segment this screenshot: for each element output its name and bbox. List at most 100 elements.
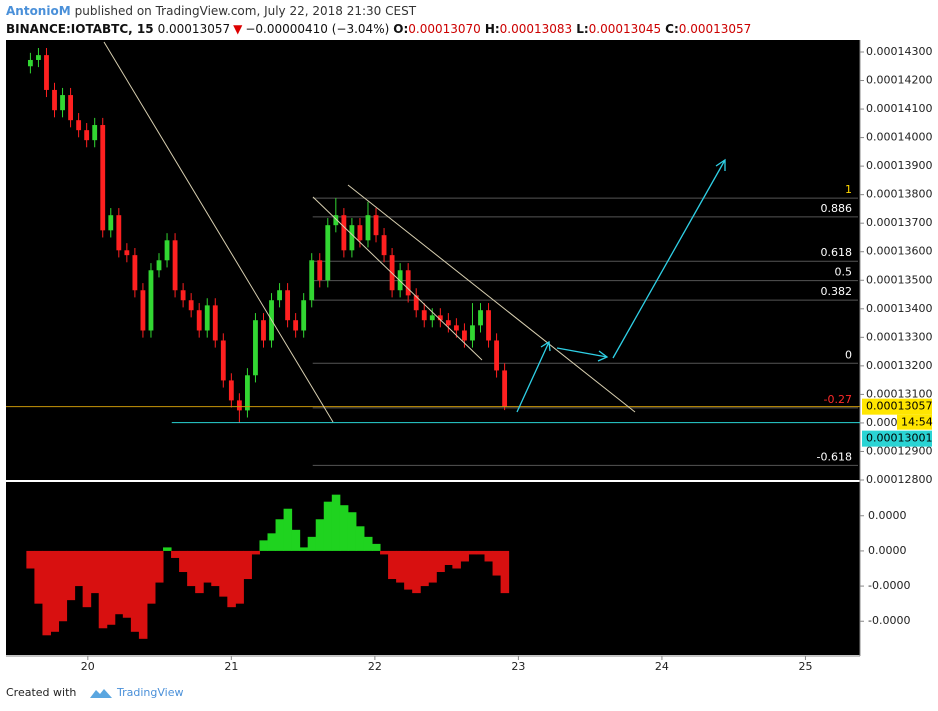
- candle-body: [180, 290, 186, 301]
- author[interactable]: AntonioM: [6, 4, 71, 18]
- histogram-bar: [114, 550, 124, 615]
- candle-body: [365, 215, 371, 241]
- histogram-bar: [388, 550, 397, 580]
- candle-body: [188, 300, 194, 311]
- candle-body: [204, 305, 210, 331]
- candle-body: [245, 375, 250, 411]
- publish-line: AntonioM published on TradingView.com, Ju…: [6, 4, 417, 18]
- x-tick-label: 22: [368, 660, 382, 673]
- x-tick-label: 20: [81, 660, 95, 673]
- candle-body: [236, 400, 242, 411]
- histogram-bar: [203, 550, 212, 583]
- price-badge-label: 0.00013057: [866, 400, 932, 413]
- histogram-bar: [307, 536, 317, 551]
- fib-label: 0.5: [835, 266, 853, 279]
- histogram-bar: [404, 550, 413, 590]
- arrow-head: [715, 158, 726, 171]
- arrow: [556, 347, 608, 358]
- trend-line: [312, 196, 483, 361]
- candle-body: [373, 215, 379, 236]
- histogram-bar: [154, 550, 164, 583]
- candle-body: [293, 320, 299, 331]
- histogram-bar: [444, 550, 453, 565]
- candle-body: [486, 310, 491, 341]
- candle-body: [277, 290, 282, 301]
- y-tick-label: 0.00013400: [866, 302, 932, 315]
- change: −0.00000410 (−3.04%): [245, 22, 389, 36]
- histogram-bar: [42, 550, 51, 636]
- histogram-bar: [259, 540, 269, 551]
- candle-body: [285, 290, 291, 321]
- candle-body: [349, 225, 355, 251]
- histogram-bar: [452, 550, 461, 569]
- histogram-bar: [146, 550, 156, 604]
- y-tick-label: 0.00013700: [866, 216, 932, 229]
- histogram-bar: [163, 547, 172, 551]
- histogram-bar: [227, 550, 236, 608]
- candle-body: [261, 320, 266, 341]
- candle-body: [405, 270, 411, 296]
- histogram-bar: [355, 526, 365, 551]
- histogram-bar: [468, 550, 477, 555]
- candle-body: [301, 300, 307, 331]
- y-tick-label: 0.00013900: [866, 159, 932, 172]
- line-badge: [862, 430, 932, 447]
- candle-body: [124, 250, 130, 256]
- candle-body: [172, 240, 178, 291]
- candle-body: [148, 270, 154, 331]
- candle-body: [421, 310, 427, 321]
- histogram-bar: [347, 512, 357, 551]
- candle-body: [92, 125, 98, 141]
- candle-body: [212, 305, 218, 341]
- candle-body: [470, 325, 475, 341]
- histogram-bar: [339, 505, 349, 551]
- histogram-bar: [291, 529, 301, 551]
- fib-label: 0.618: [821, 246, 853, 259]
- candle-body: [462, 330, 467, 341]
- histogram-bar: [122, 550, 132, 618]
- y-tick-label: 0.00013100: [866, 387, 932, 400]
- candle-body: [413, 295, 419, 311]
- candle-body: [108, 215, 114, 231]
- histogram-bar: [500, 550, 510, 594]
- histogram-bar: [275, 519, 285, 551]
- candle-body: [341, 215, 347, 251]
- histogram-bar: [476, 550, 486, 555]
- candle-body: [502, 370, 508, 407]
- histogram-bar: [138, 550, 148, 639]
- tv-logo[interactable]: [90, 689, 112, 698]
- histogram-bar: [372, 543, 381, 551]
- arrow-head: [540, 340, 551, 352]
- candle-body: [478, 310, 483, 326]
- histogram-bar: [106, 550, 116, 625]
- y-tick-label: 0.0000: [868, 544, 907, 557]
- high-value: 0.00013083: [500, 22, 573, 36]
- created-with: Created with: [6, 686, 76, 699]
- high-label: H:: [485, 22, 500, 36]
- fib-label: 0.382: [821, 285, 853, 298]
- histogram-bar: [315, 519, 325, 551]
- histogram-bar: [380, 550, 389, 555]
- histogram-bar: [428, 550, 437, 583]
- candle-body: [196, 310, 202, 331]
- histogram-bar: [460, 550, 469, 562]
- histogram-bar: [420, 550, 429, 587]
- histogram-bar: [331, 494, 341, 551]
- close-label: C:: [665, 22, 679, 36]
- y-tick-label: -0.0000: [868, 579, 910, 592]
- y-tick-label: 0.00013600: [866, 245, 932, 258]
- candle-body: [100, 125, 106, 231]
- candle-body: [429, 315, 435, 321]
- low-label: L:: [576, 22, 588, 36]
- y-tick-label: 0.00014000: [866, 131, 932, 144]
- candle-body: [164, 240, 170, 261]
- candle-body: [27, 59, 33, 67]
- brand[interactable]: TradingView: [116, 686, 183, 699]
- histogram-bar: [484, 550, 494, 562]
- histogram-bar: [82, 550, 92, 608]
- close-value: 0.00013057: [679, 22, 752, 36]
- histogram-bar: [243, 550, 252, 580]
- histogram-bar: [58, 550, 68, 622]
- arrow: [612, 159, 726, 359]
- line-badge-label: 0.00013001: [866, 432, 932, 445]
